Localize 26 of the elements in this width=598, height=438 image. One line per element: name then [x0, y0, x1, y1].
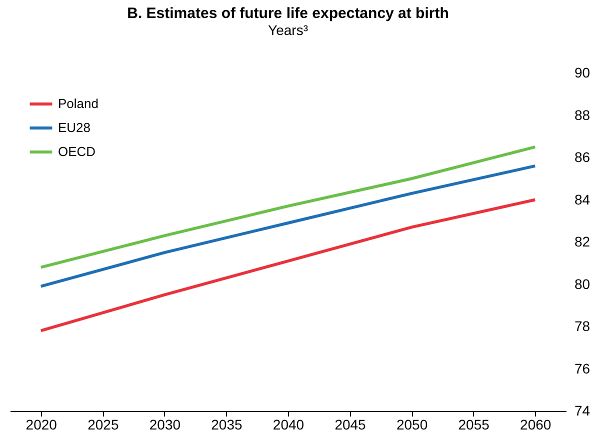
- line-series: [39, 145, 537, 269]
- chart-subtitle: Years³: [268, 22, 308, 38]
- legend-label: EU28: [58, 120, 91, 135]
- line-series: [39, 198, 537, 332]
- x-tick-label: 2055: [458, 416, 490, 432]
- y-tick-label: 76: [574, 360, 590, 376]
- x-tick-label: 2040: [272, 416, 304, 432]
- y-tick-label: 78: [574, 318, 590, 334]
- x-tick-label: 2035: [211, 416, 243, 432]
- x-tick-label: 2060: [520, 416, 552, 432]
- x-tick-label: 2020: [26, 416, 58, 432]
- y-tick-label: 80: [574, 276, 590, 292]
- y-tick-label: 82: [574, 234, 590, 250]
- x-tick-label: 2045: [334, 416, 366, 432]
- line-series: [39, 164, 537, 288]
- x-tick-label: 2030: [149, 416, 181, 432]
- legend-label: Poland: [58, 96, 98, 111]
- y-tick-label: 84: [574, 191, 590, 208]
- y-tick-label: 86: [574, 149, 590, 165]
- legend-label: OECD: [58, 144, 96, 159]
- y-tick-label: 74: [574, 402, 590, 418]
- y-tick-label: 90: [574, 64, 590, 80]
- x-tick-label: 2050: [396, 416, 428, 432]
- chart-title: B. Estimates of future life expectancy at birth: [127, 5, 449, 22]
- y-tick-label: 88: [574, 106, 590, 123]
- x-tick-label: 2025: [88, 416, 119, 432]
